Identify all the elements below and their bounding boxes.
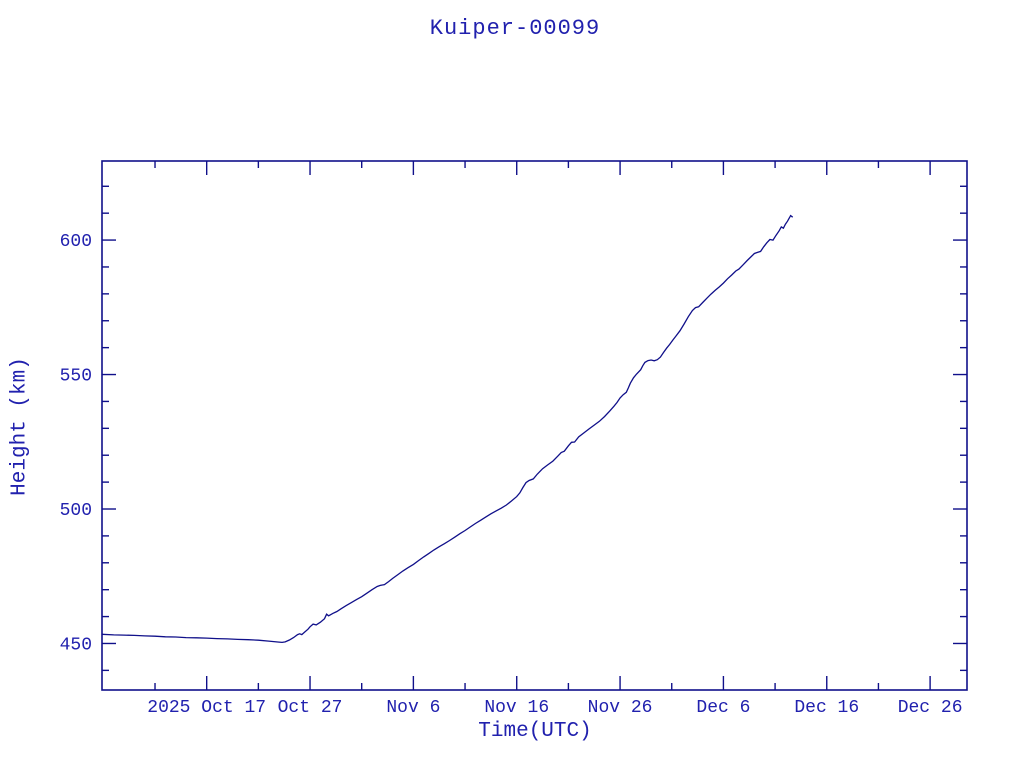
y-tick-label: 600 xyxy=(60,232,92,252)
x-tick-label: Dec 6 xyxy=(696,698,750,718)
x-tick-label: Oct 27 xyxy=(278,698,343,718)
plot-box-frame xyxy=(101,160,968,691)
x-tick-label: Nov 26 xyxy=(588,698,653,718)
x-tick-label: Dec 26 xyxy=(898,698,963,718)
axis-tick-labels: 2025 Oct 17 Oct 27 Nov 6 Nov 16 Nov 26 Dec 6 D… xyxy=(60,232,963,718)
x-tick-label: Nov 16 xyxy=(484,698,549,718)
axis-ticks xyxy=(102,161,967,690)
x-axis-title: Time(UTC) xyxy=(478,720,592,743)
x-tick-label: 2025 Oct 17 xyxy=(147,698,266,718)
x-tick-label: Nov 6 xyxy=(386,698,440,718)
y-tick-label: 450 xyxy=(60,635,92,655)
y-tick-label: 500 xyxy=(60,501,92,521)
height-series-line xyxy=(102,214,794,644)
chart-title: Kuiper-00099 xyxy=(429,16,601,41)
x-tick-label: Dec 16 xyxy=(794,698,859,718)
y-tick-label: 550 xyxy=(60,367,92,387)
